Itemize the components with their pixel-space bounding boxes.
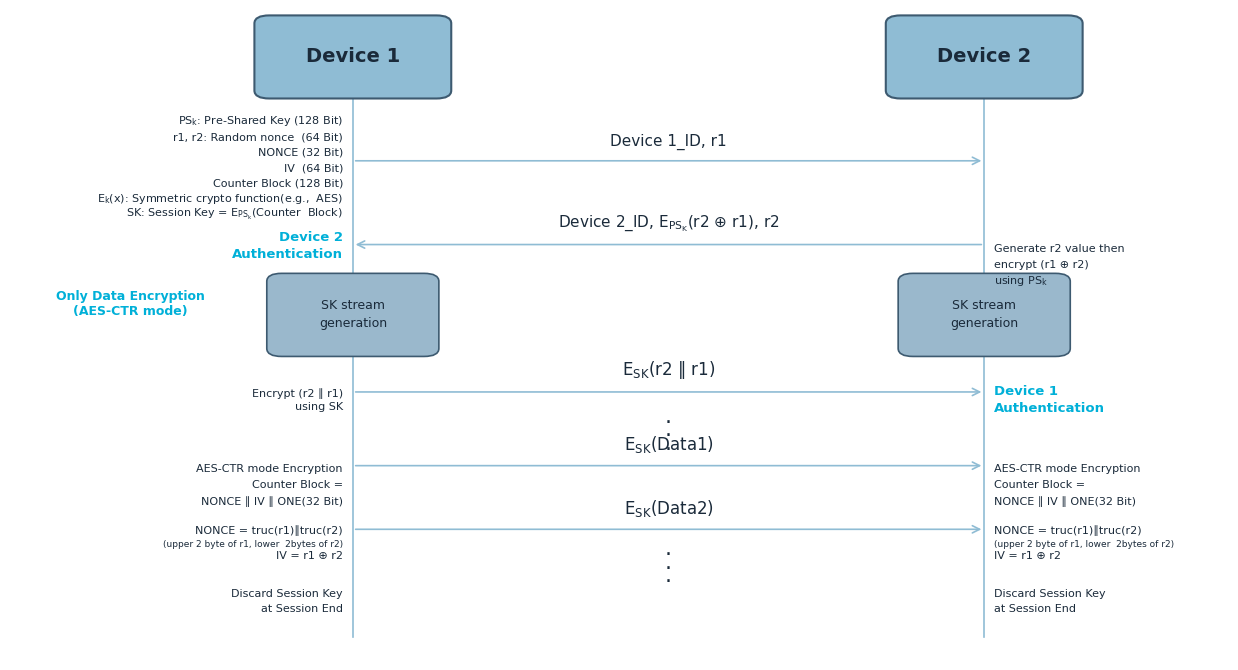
Text: IV  (64 Bit): IV (64 Bit): [284, 163, 343, 173]
Text: Encrypt (r2 ∥ r1): Encrypt (r2 ∥ r1): [251, 388, 343, 399]
Text: using SK: using SK: [295, 403, 343, 412]
Text: NONCE ∥ IV ∥ ONE(32 Bit): NONCE ∥ IV ∥ ONE(32 Bit): [201, 496, 343, 507]
Text: AES-CTR mode Encryption: AES-CTR mode Encryption: [994, 464, 1140, 474]
Text: SK stream
generation: SK stream generation: [950, 299, 1019, 330]
Text: encrypt (r1 ⊕ r2): encrypt (r1 ⊕ r2): [994, 261, 1089, 270]
Text: AES-CTR mode Encryption: AES-CTR mode Encryption: [197, 464, 343, 474]
Text: NONCE = truc(r1)∥truc(r2): NONCE = truc(r1)∥truc(r2): [196, 525, 343, 536]
Text: IV = r1 ⊕ r2: IV = r1 ⊕ r2: [276, 551, 343, 561]
Text: Device 1_ID, r1: Device 1_ID, r1: [610, 134, 727, 150]
Text: Generate r2 value then: Generate r2 value then: [994, 245, 1125, 254]
Text: Device 2: Device 2: [279, 231, 343, 245]
Text: .: .: [665, 566, 672, 586]
Text: Discard Session Key: Discard Session Key: [994, 590, 1106, 599]
Text: Authentication: Authentication: [232, 248, 343, 261]
FancyBboxPatch shape: [899, 273, 1070, 356]
Text: $\mathregular{E_{SK}}$(Data1): $\mathregular{E_{SK}}$(Data1): [624, 434, 713, 455]
Text: .: .: [665, 433, 672, 454]
Text: r1, r2: Random nonce  (64 Bit): r1, r2: Random nonce (64 Bit): [173, 133, 343, 142]
Text: .: .: [665, 553, 672, 573]
Text: NONCE (32 Bit): NONCE (32 Bit): [258, 148, 343, 157]
Text: Discard Session Key: Discard Session Key: [232, 590, 343, 599]
Text: SK: Session Key = $\mathregular{E_{PS_k}}$(Counter  Block): SK: Session Key = $\mathregular{E_{PS_k}…: [126, 207, 343, 222]
Text: Device 1: Device 1: [994, 385, 1058, 399]
Text: Authentication: Authentication: [994, 402, 1106, 415]
Text: (upper 2 byte of r1, lower  2bytes of r2): (upper 2 byte of r1, lower 2bytes of r2): [163, 539, 343, 549]
Text: IV = r1 ⊕ r2: IV = r1 ⊕ r2: [994, 551, 1061, 561]
Text: Device 1: Device 1: [306, 48, 400, 66]
Text: at Session End: at Session End: [994, 604, 1076, 614]
Text: at Session End: at Session End: [261, 604, 343, 614]
Text: (upper 2 byte of r1, lower  2bytes of r2): (upper 2 byte of r1, lower 2bytes of r2): [994, 539, 1174, 549]
Text: Counter Block (128 Bit): Counter Block (128 Bit): [213, 179, 343, 188]
Text: NONCE = truc(r1)∥truc(r2): NONCE = truc(r1)∥truc(r2): [994, 525, 1141, 536]
Text: Only Data Encryption: Only Data Encryption: [56, 289, 204, 303]
Text: Counter Block =: Counter Block =: [994, 480, 1086, 490]
Text: .: .: [665, 539, 672, 559]
Text: NONCE ∥ IV ∥ ONE(32 Bit): NONCE ∥ IV ∥ ONE(32 Bit): [994, 496, 1136, 507]
Text: (AES-CTR mode): (AES-CTR mode): [73, 305, 187, 318]
Text: Device 2_ID, $\mathregular{E_{PS_K}}$(r2 $\oplus$ r1), r2: Device 2_ID, $\mathregular{E_{PS_K}}$(r2…: [558, 214, 779, 234]
FancyBboxPatch shape: [255, 15, 451, 98]
Text: $\mathregular{E_k}$(x): Symmetric crypto function(e.g.,  AES): $\mathregular{E_k}$(x): Symmetric crypto…: [97, 192, 343, 206]
Text: $\mathregular{E_{SK}}$(r2 $\|$ r1): $\mathregular{E_{SK}}$(r2 $\|$ r1): [621, 359, 716, 381]
FancyBboxPatch shape: [267, 273, 438, 356]
Text: SK stream
generation: SK stream generation: [318, 299, 387, 330]
FancyBboxPatch shape: [886, 15, 1083, 98]
Text: using $\mathregular{PS_k}$: using $\mathregular{PS_k}$: [994, 275, 1049, 288]
Text: Counter Block =: Counter Block =: [251, 480, 343, 490]
Text: .: .: [665, 407, 672, 427]
Text: .: .: [665, 420, 672, 440]
Text: $\mathregular{PS_k}$: Pre-Shared Key (128 Bit): $\mathregular{PS_k}$: Pre-Shared Key (12…: [178, 114, 343, 127]
Text: $\mathregular{E_{SK}}$(Data2): $\mathregular{E_{SK}}$(Data2): [624, 498, 713, 519]
Text: Device 2: Device 2: [937, 48, 1031, 66]
